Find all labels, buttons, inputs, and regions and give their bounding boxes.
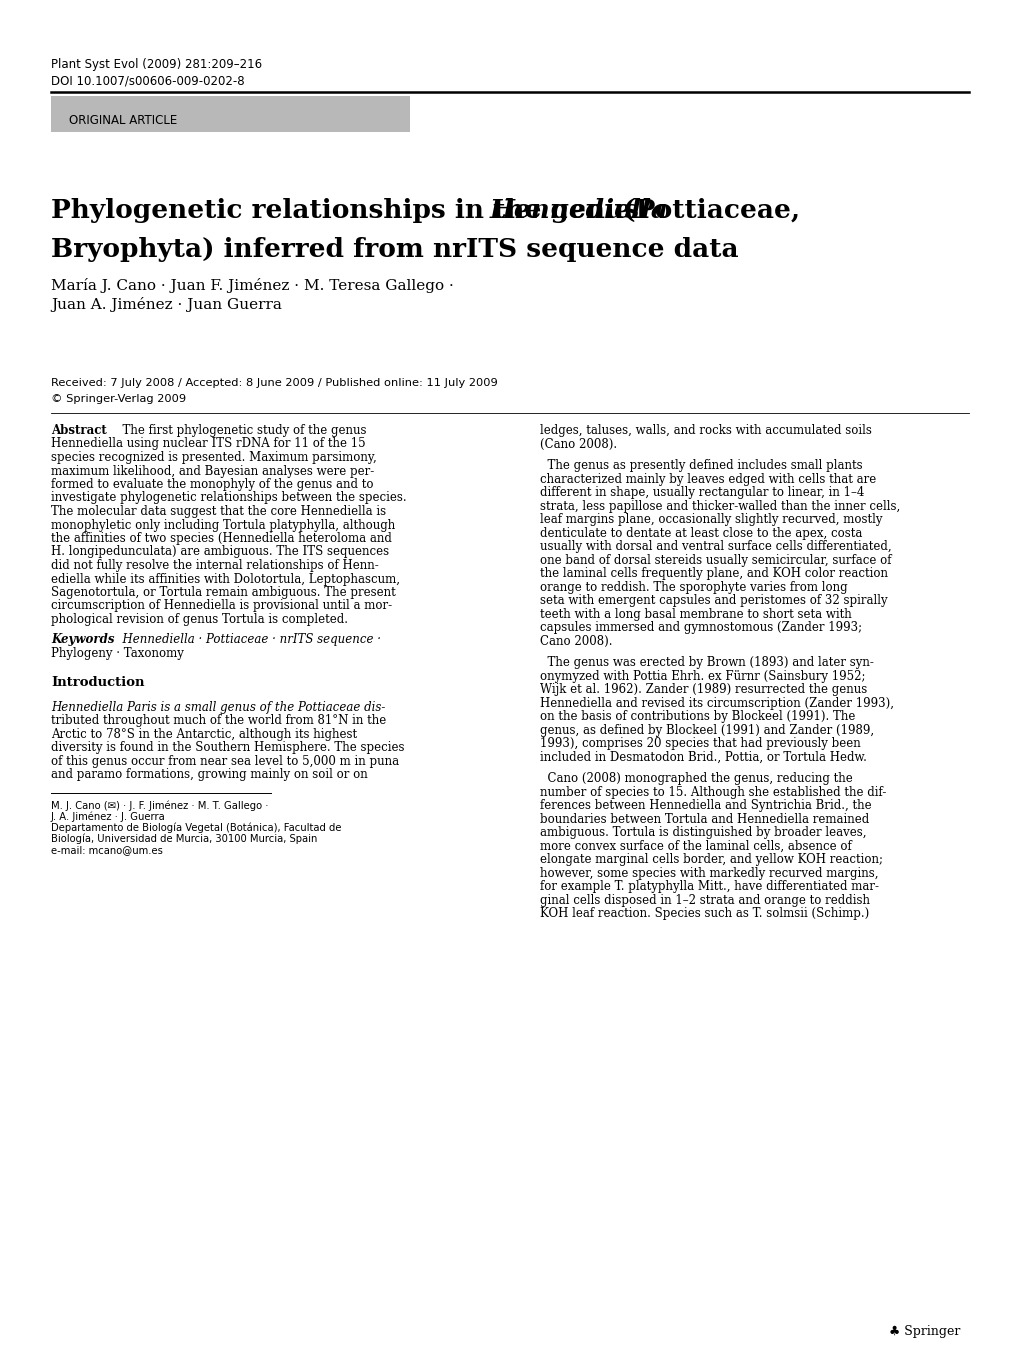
Text: María J. Cano · Juan F. Jiménez · M. Teresa Gallego ·: María J. Cano · Juan F. Jiménez · M. Ter… xyxy=(51,278,453,293)
Text: KOH leaf reaction. Species such as T. solmsii (Schimp.): KOH leaf reaction. Species such as T. so… xyxy=(539,908,868,920)
Text: Hennediella and revised its circumscription (Zander 1993),: Hennediella and revised its circumscript… xyxy=(539,696,893,710)
Text: J. A. Jiménez · J. Guerra: J. A. Jiménez · J. Guerra xyxy=(51,812,166,822)
Text: Bryophyta) inferred from nrITS sequence data: Bryophyta) inferred from nrITS sequence … xyxy=(51,237,738,262)
Text: The genus as presently defined includes small plants: The genus as presently defined includes … xyxy=(539,459,862,472)
Text: onymyzed with Pottia Ehrh. ex Fürnr (Sainsbury 1952;: onymyzed with Pottia Ehrh. ex Fürnr (Sai… xyxy=(539,669,865,683)
Text: Departamento de Biología Vegetal (Botánica), Facultad de: Departamento de Biología Vegetal (Botáni… xyxy=(51,822,341,833)
Text: Juan A. Jiménez · Juan Guerra: Juan A. Jiménez · Juan Guerra xyxy=(51,297,281,312)
Text: Received: 7 July 2008 / Accepted: 8 June 2009 / Published online: 11 July 2009: Received: 7 July 2008 / Accepted: 8 June… xyxy=(51,378,497,388)
Text: strata, less papillose and thicker-walled than the inner cells,: strata, less papillose and thicker-walle… xyxy=(539,500,900,512)
Text: Hennediella · Pottiaceae · nrITS sequence ·: Hennediella · Pottiaceae · nrITS sequenc… xyxy=(115,633,381,646)
Text: H. longipedunculata) are ambiguous. The ITS sequences: H. longipedunculata) are ambiguous. The … xyxy=(51,546,388,558)
Text: ♣ Springer: ♣ Springer xyxy=(889,1325,960,1337)
Text: different in shape, usually rectangular to linear, in 1–4: different in shape, usually rectangular … xyxy=(539,486,863,499)
Text: Hennediella: Hennediella xyxy=(489,198,668,224)
Text: ginal cells disposed in 1–2 strata and orange to reddish: ginal cells disposed in 1–2 strata and o… xyxy=(539,894,869,906)
Text: usually with dorsal and ventral surface cells differentiated,: usually with dorsal and ventral surface … xyxy=(539,541,891,553)
Text: seta with emergent capsules and peristomes of 32 spirally: seta with emergent capsules and peristom… xyxy=(539,593,887,607)
Text: ORIGINAL ARTICLE: ORIGINAL ARTICLE xyxy=(69,114,177,127)
Text: monophyletic only including Tortula platyphylla, although: monophyletic only including Tortula plat… xyxy=(51,519,395,531)
Text: of this genus occur from near sea level to 5,000 m in puna: of this genus occur from near sea level … xyxy=(51,755,398,768)
Text: e-mail: mcano@um.es: e-mail: mcano@um.es xyxy=(51,844,163,855)
Text: The first phylogenetic study of the genus: The first phylogenetic study of the genu… xyxy=(115,424,366,438)
Text: Keywords: Keywords xyxy=(51,633,114,646)
Text: tributed throughout much of the world from 81°N in the: tributed throughout much of the world fr… xyxy=(51,714,386,728)
Text: denticulate to dentate at least close to the apex, costa: denticulate to dentate at least close to… xyxy=(539,527,861,539)
Text: included in Desmatodon Brid., Pottia, or Tortula Hedw.: included in Desmatodon Brid., Pottia, or… xyxy=(539,751,866,764)
Text: Plant Syst Evol (2009) 281:209–216: Plant Syst Evol (2009) 281:209–216 xyxy=(51,58,262,70)
Text: ambiguous. Tortula is distinguished by broader leaves,: ambiguous. Tortula is distinguished by b… xyxy=(539,827,866,839)
Text: one band of dorsal stereids usually semicircular, surface of: one band of dorsal stereids usually semi… xyxy=(539,554,891,566)
Bar xyxy=(51,96,410,131)
Text: © Springer-Verlag 2009: © Springer-Verlag 2009 xyxy=(51,394,185,404)
Text: Hennediella using nuclear ITS rDNA for 11 of the 15: Hennediella using nuclear ITS rDNA for 1… xyxy=(51,438,365,450)
Text: phological revision of genus Tortula is completed.: phological revision of genus Tortula is … xyxy=(51,612,347,626)
Text: genus, as defined by Blockeel (1991) and Zander (1989,: genus, as defined by Blockeel (1991) and… xyxy=(539,724,873,737)
Text: Sagenotortula, or Tortula remain ambiguous. The present: Sagenotortula, or Tortula remain ambiguo… xyxy=(51,585,395,599)
Text: ferences between Hennediella and Syntrichia Brid., the: ferences between Hennediella and Syntric… xyxy=(539,799,871,812)
Text: the laminal cells frequently plane, and KOH color reaction: the laminal cells frequently plane, and … xyxy=(539,568,888,580)
Text: orange to reddish. The sporophyte varies from long: orange to reddish. The sporophyte varies… xyxy=(539,580,847,593)
Text: characterized mainly by leaves edged with cells that are: characterized mainly by leaves edged wit… xyxy=(539,473,875,485)
Text: however, some species with markedly recurved margins,: however, some species with markedly recu… xyxy=(539,867,877,879)
Text: circumscription of Hennediella is provisional until a mor-: circumscription of Hennediella is provis… xyxy=(51,599,391,612)
Text: Arctic to 78°S in the Antarctic, although its highest: Arctic to 78°S in the Antarctic, althoug… xyxy=(51,728,357,741)
Text: diversity is found in the Southern Hemisphere. The species: diversity is found in the Southern Hemis… xyxy=(51,741,405,755)
Text: Phylogenetic relationships in the genus: Phylogenetic relationships in the genus xyxy=(51,198,647,224)
Text: DOI 10.1007/s00606-009-0202-8: DOI 10.1007/s00606-009-0202-8 xyxy=(51,75,245,87)
Text: the affinities of two species (Hennediella heteroloma and: the affinities of two species (Hennediel… xyxy=(51,533,391,545)
Text: capsules immersed and gymnostomous (Zander 1993;: capsules immersed and gymnostomous (Zand… xyxy=(539,621,861,634)
Text: more convex surface of the laminal cells, absence of: more convex surface of the laminal cells… xyxy=(539,840,851,852)
Text: number of species to 15. Although she established the dif-: number of species to 15. Although she es… xyxy=(539,786,886,799)
Text: formed to evaluate the monophyly of the genus and to: formed to evaluate the monophyly of the … xyxy=(51,478,373,491)
Text: Cano 2008).: Cano 2008). xyxy=(539,634,611,648)
Text: 1993), comprises 20 species that had previously been: 1993), comprises 20 species that had pre… xyxy=(539,737,860,751)
Text: elongate marginal cells border, and yellow KOH reaction;: elongate marginal cells border, and yell… xyxy=(539,854,882,866)
Text: boundaries between Tortula and Hennediella remained: boundaries between Tortula and Hennediel… xyxy=(539,813,868,825)
Text: Hennediella Paris is a small genus of the Pottiaceae dis-: Hennediella Paris is a small genus of th… xyxy=(51,701,385,714)
Text: leaf margins plane, occasionally slightly recurved, mostly: leaf margins plane, occasionally slightl… xyxy=(539,514,881,526)
Text: Wijk et al. 1962). Zander (1989) resurrected the genus: Wijk et al. 1962). Zander (1989) resurre… xyxy=(539,683,866,696)
Text: for example T. platyphylla Mitt., have differentiated mar-: for example T. platyphylla Mitt., have d… xyxy=(539,881,878,893)
Text: did not fully resolve the internal relationships of Henn-: did not fully resolve the internal relat… xyxy=(51,560,378,572)
Text: teeth with a long basal membrane to short seta with: teeth with a long basal membrane to shor… xyxy=(539,607,851,621)
Text: maximum likelihood, and Bayesian analyses were per-: maximum likelihood, and Bayesian analyse… xyxy=(51,465,374,477)
Text: ledges, taluses, walls, and rocks with accumulated soils: ledges, taluses, walls, and rocks with a… xyxy=(539,424,871,438)
Text: ediella while its affinities with Dolotortula, Leptophascum,: ediella while its affinities with Doloto… xyxy=(51,573,399,585)
Text: Abstract: Abstract xyxy=(51,424,107,438)
Text: investigate phylogenetic relationships between the species.: investigate phylogenetic relationships b… xyxy=(51,492,407,504)
Text: (Cano 2008).: (Cano 2008). xyxy=(539,438,616,450)
Text: The molecular data suggest that the core Hennediella is: The molecular data suggest that the core… xyxy=(51,505,386,518)
Text: Phylogeny · Taxonomy: Phylogeny · Taxonomy xyxy=(51,646,183,660)
Text: Cano (2008) monographed the genus, reducing the: Cano (2008) monographed the genus, reduc… xyxy=(539,772,852,786)
Text: species recognized is presented. Maximum parsimony,: species recognized is presented. Maximum… xyxy=(51,451,376,463)
Text: Biología, Universidad de Murcia, 30100 Murcia, Spain: Biología, Universidad de Murcia, 30100 M… xyxy=(51,833,317,844)
Text: (Pottiaceae,: (Pottiaceae, xyxy=(613,198,799,224)
Text: The genus was erected by Brown (1893) and later syn-: The genus was erected by Brown (1893) an… xyxy=(539,656,873,669)
Text: Introduction: Introduction xyxy=(51,676,145,690)
Text: and paramo formations, growing mainly on soil or on: and paramo formations, growing mainly on… xyxy=(51,768,368,782)
Text: on the basis of contributions by Blockeel (1991). The: on the basis of contributions by Blockee… xyxy=(539,710,855,724)
Text: M. J. Cano (✉) · J. F. Jiménez · M. T. Gallego ·: M. J. Cano (✉) · J. F. Jiménez · M. T. G… xyxy=(51,801,268,812)
